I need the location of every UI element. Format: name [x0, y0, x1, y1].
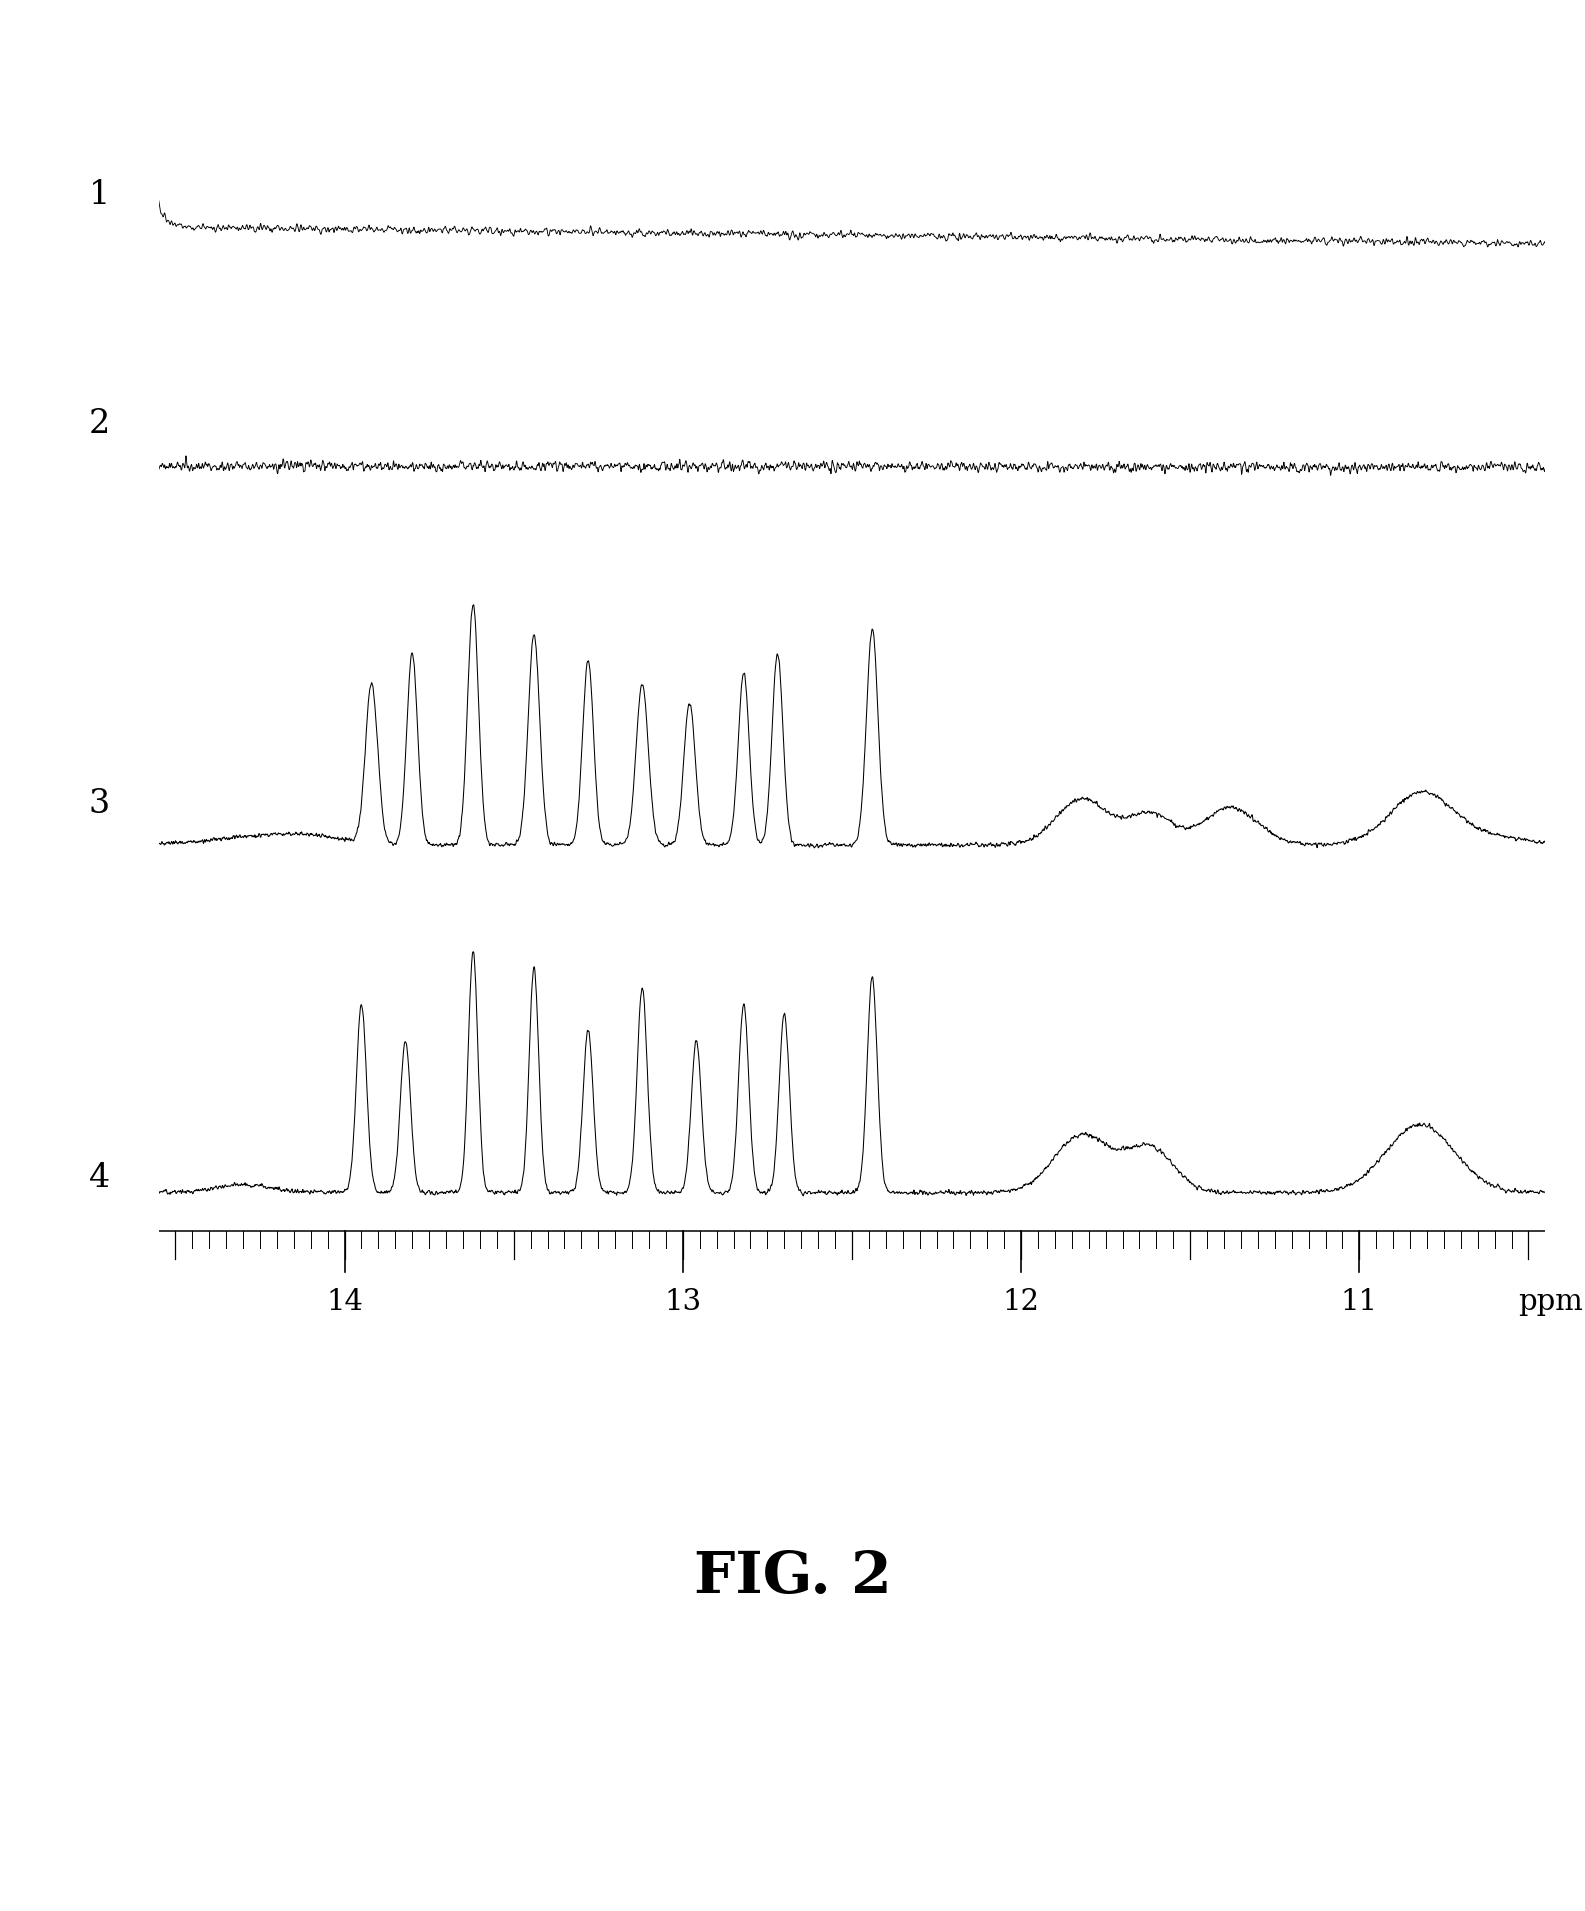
Text: 2: 2 [89, 409, 109, 440]
Text: FIG. 2: FIG. 2 [694, 1548, 891, 1605]
Text: 3: 3 [89, 789, 109, 820]
Text: 4: 4 [89, 1162, 109, 1194]
Text: 11: 11 [1341, 1288, 1377, 1317]
Text: ppm: ppm [1518, 1288, 1583, 1317]
Text: 1: 1 [89, 180, 109, 210]
Text: 14: 14 [327, 1288, 363, 1317]
Text: 13: 13 [664, 1288, 702, 1317]
Text: 12: 12 [1003, 1288, 1040, 1317]
